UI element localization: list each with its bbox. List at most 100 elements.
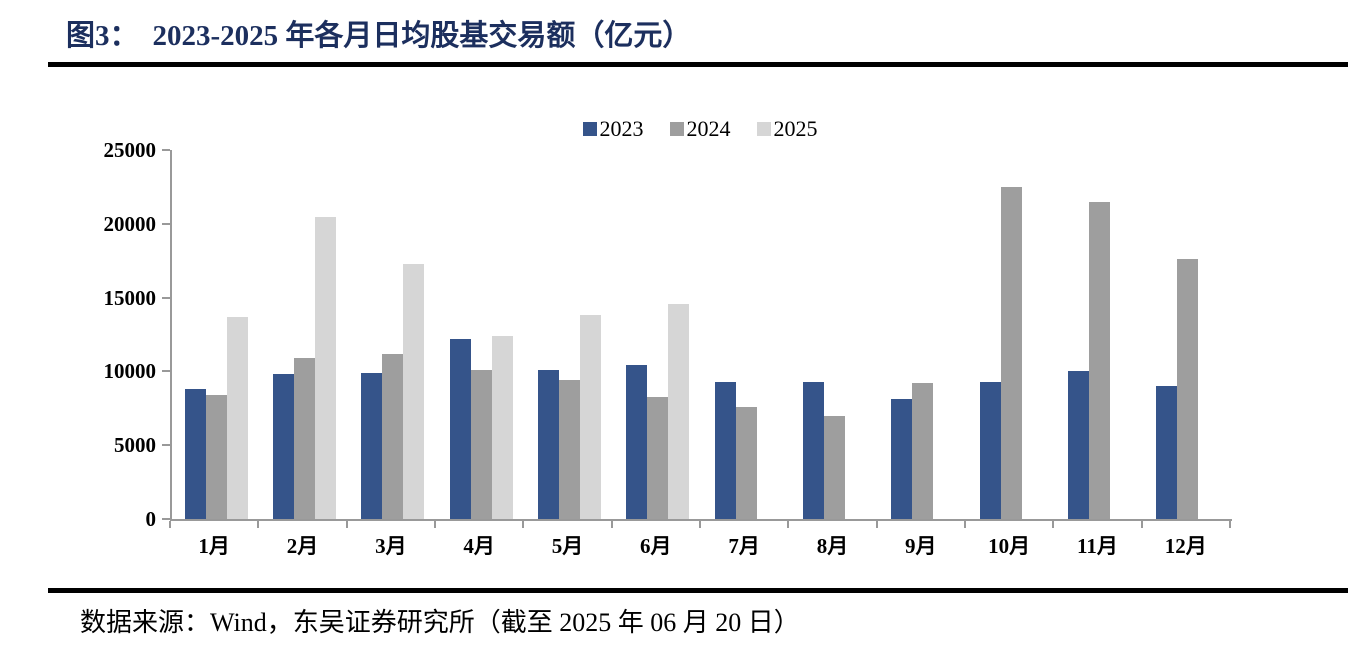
legend-item-2024: 2024 [669, 116, 731, 142]
bar-2023-4月 [449, 338, 471, 519]
bar-2024-5月 [558, 379, 580, 519]
x-tick-label: 3月 [375, 534, 407, 558]
y-tick-mark [162, 444, 170, 447]
x-axis-labels: 1月 2月 3月 4月 5月 6月 7月 8月 9月 10月 11月 12月 [170, 530, 1230, 560]
x-tick-mark [1052, 521, 1055, 528]
y-tick-label: 25000 [103, 138, 157, 162]
x-tick-mark [610, 521, 613, 528]
bar-2024-2月 [293, 358, 315, 519]
x-tick-label: 10月 [988, 534, 1031, 558]
x-tick-label: 8月 [816, 534, 849, 558]
figure-number-label: 图3： [66, 20, 139, 52]
x-tick-label: 11月 [1077, 534, 1118, 558]
bar-2024-8月 [823, 416, 845, 519]
x-tick-label: 7月 [728, 534, 760, 558]
bar-group-1月 [172, 150, 260, 519]
bar-2024-4月 [470, 369, 492, 519]
x-tick-mark [522, 521, 525, 528]
x-tick-label: 2月 [286, 534, 319, 558]
bar-2023-5月 [537, 369, 559, 519]
y-tick-mark [162, 149, 170, 151]
bar-group-8月 [790, 150, 878, 519]
bar-2024-6月 [647, 396, 669, 519]
bar-group-3月 [349, 150, 437, 519]
y-tick-mark [162, 296, 170, 299]
bar-2024-11月 [1088, 201, 1110, 519]
y-tick-mark [162, 370, 170, 373]
bar-2023-8月 [802, 381, 824, 519]
x-tick-mark [345, 521, 348, 528]
x-tick-mark [1140, 521, 1143, 528]
y-tick-mark [162, 222, 170, 225]
y-tick-label: 0 [145, 507, 157, 531]
x-tick-mark [434, 521, 436, 528]
bar-2025-5月 [579, 315, 601, 519]
x-tick-mark [787, 521, 790, 528]
legend-label: 2024 [686, 116, 731, 141]
bar-2025-2月 [314, 217, 336, 519]
x-tick-label: 1月 [198, 534, 230, 558]
bar-2025-6月 [668, 304, 690, 519]
bar-group-2月 [260, 150, 348, 519]
x-tick-label: 9月 [905, 534, 937, 558]
figure-title: 图3： 2023-2025 年各月日均股基交易额（亿元） [66, 12, 691, 54]
data-source-note: 数据来源：Wind，东吴证券研究所（截至 2025 年 06 月 20 日） [80, 608, 800, 637]
bar-2024-10月 [1000, 186, 1022, 519]
bar-2023-6月 [626, 364, 648, 519]
bar-group-11月 [1055, 150, 1143, 519]
bar-group-6月 [614, 150, 702, 519]
bar-2023-12月 [1156, 386, 1178, 519]
bar-2024-1月 [205, 395, 227, 519]
bar-2023-2月 [272, 374, 294, 519]
x-tick-mark [964, 521, 966, 528]
x-tick-label: 6月 [640, 534, 672, 558]
x-tick-label: 5月 [551, 534, 584, 558]
x-tick-mark [257, 521, 260, 528]
y-tick-mark [162, 518, 170, 520]
bar-group-5月 [525, 150, 613, 519]
legend: 2023 2024 2025 [170, 116, 1230, 142]
legend-swatch-2025 [756, 122, 771, 136]
bar-2023-3月 [361, 372, 383, 519]
x-tick-mark [169, 521, 171, 528]
bar-2023-10月 [979, 382, 1001, 519]
plot-area [170, 150, 1232, 521]
legend-swatch-2024 [669, 122, 684, 136]
bar-2024-9月 [912, 383, 934, 519]
x-tick-mark [699, 521, 701, 528]
bar-2025-4月 [491, 335, 513, 519]
bar-group-10月 [967, 150, 1055, 519]
legend-label: 2025 [773, 116, 818, 141]
bar-group-12月 [1144, 150, 1232, 519]
bar-2023-9月 [891, 399, 913, 519]
y-tick-label: 20000 [103, 211, 157, 236]
figure-title-text: 2023-2025 年各月日均股基交易额（亿元） [152, 20, 692, 52]
x-tick-label: 4月 [463, 534, 495, 558]
bar-2024-3月 [382, 354, 404, 519]
x-tick-mark [875, 521, 878, 528]
y-tick-label: 10000 [103, 359, 157, 384]
y-tick-label: 5000 [114, 433, 156, 458]
bar-2023-7月 [714, 381, 736, 519]
bar-2024-12月 [1177, 258, 1199, 519]
bar-2024-7月 [735, 406, 757, 519]
y-axis: 0 5000 10000 15000 20000 25000 [0, 138, 160, 531]
bar-group-4月 [437, 150, 525, 519]
x-tick-mark [1229, 521, 1231, 528]
bar-2023-1月 [184, 389, 206, 519]
bar-2023-11月 [1067, 371, 1089, 519]
legend-item-2023: 2023 [582, 116, 644, 142]
legend-item-2025: 2025 [756, 116, 818, 142]
legend-label: 2023 [599, 116, 644, 141]
x-tick-label: 12月 [1164, 534, 1207, 558]
bar-group-9月 [879, 150, 967, 519]
legend-swatch-2023 [582, 122, 597, 136]
y-tick-label: 15000 [103, 285, 157, 310]
bar-group-7月 [702, 150, 790, 519]
bars-row [172, 150, 1232, 519]
bar-2025-3月 [403, 263, 425, 519]
footer-divider-rule [48, 588, 1348, 593]
title-divider-rule [48, 62, 1348, 67]
bar-2025-1月 [226, 316, 248, 519]
